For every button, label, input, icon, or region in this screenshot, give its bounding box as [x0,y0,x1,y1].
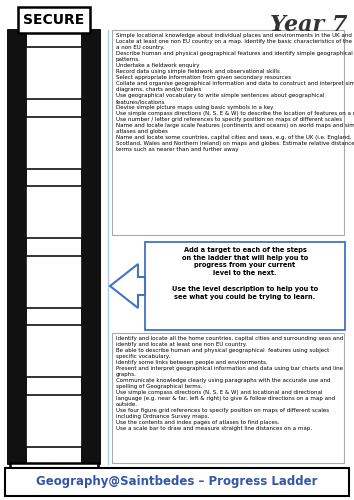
Bar [26,48,82,100]
Text: Year 7: Year 7 [270,14,348,36]
Text: Identify and locate all the home countries, capital cities and surrounding seas : Identify and locate all the home countri… [116,336,343,431]
Bar [26,256,82,308]
Text: DEVELOPING: DEVELOPING [14,467,94,477]
Text: Simple locational knowledge about individual places and environments in the UK a: Simple locational knowledge about indivi… [116,33,354,152]
FancyBboxPatch shape [81,29,101,465]
Bar [26,394,82,446]
Text: SECURE: SECURE [23,13,85,27]
Bar [145,242,345,330]
Polygon shape [110,264,145,308]
FancyBboxPatch shape [7,29,27,465]
Bar [112,30,344,235]
Bar [112,333,344,463]
Bar [26,186,82,238]
Text: Add a target to each of the steps
on the ladder that will help you to
progress f: Add a target to each of the steps on the… [172,247,318,300]
Bar [26,325,82,377]
Bar [26,117,82,169]
Text: Geography@Saintbedes – Progress Ladder: Geography@Saintbedes – Progress Ladder [36,476,318,488]
Bar [5,468,349,496]
